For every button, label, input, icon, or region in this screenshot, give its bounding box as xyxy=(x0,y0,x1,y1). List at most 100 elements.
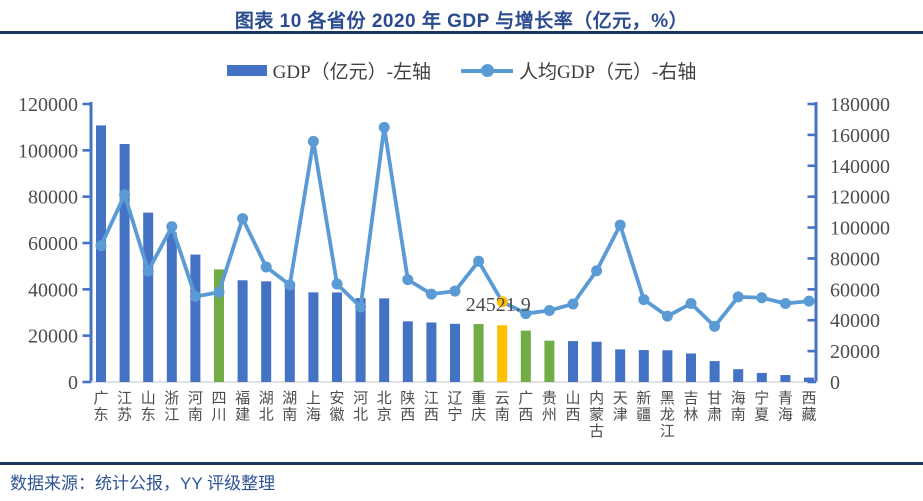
legend-item-gdp: GDP（亿元）-左轴 xyxy=(226,57,431,84)
left-axis-tick-label: 80000 xyxy=(28,187,78,209)
x-axis-label-西藏: 西藏 xyxy=(801,391,816,424)
gdp-bar-山西 xyxy=(568,341,578,382)
x-axis-label-江西: 江西 xyxy=(424,390,439,424)
x-axis-label-重庆: 重庆 xyxy=(471,390,486,424)
left-axis-tick-label: 60000 xyxy=(28,233,78,255)
gdp-bar-浙江 xyxy=(166,232,177,382)
gdp-bar-贵州 xyxy=(544,340,555,382)
line-marker-天津 xyxy=(614,219,626,231)
line-marker-广东 xyxy=(95,240,107,252)
x-axis-label-云南: 云南 xyxy=(495,391,510,424)
x-axis-label-安徽: 安徽 xyxy=(329,390,344,424)
gdp-bar-吉林 xyxy=(686,353,696,382)
x-axis-label-山西: 山西 xyxy=(565,390,580,424)
x-axis-label-浙江: 浙江 xyxy=(164,390,179,424)
x-axis-label-新疆: 新疆 xyxy=(636,390,651,424)
chart-legend: GDP（亿元）-左轴 人均GDP（元）-右轴 xyxy=(0,57,923,84)
line-marker-四川 xyxy=(213,286,225,298)
left-axis-tick-label: 20000 xyxy=(28,326,78,348)
line-marker-安徽 xyxy=(331,278,343,290)
right-axis-tick-label: 0 xyxy=(830,372,840,394)
gdp-bar-江西 xyxy=(426,322,437,382)
gdp-bar-新疆 xyxy=(638,350,649,382)
gdp-bar-湖南 xyxy=(284,285,295,382)
gdp-bar-湖北 xyxy=(261,281,272,382)
line-marker-河南 xyxy=(189,291,201,303)
x-axis-label-福建: 福建 xyxy=(235,390,250,424)
right-axis-tick-label: 180000 xyxy=(830,94,890,116)
line-marker-湖北 xyxy=(260,261,272,273)
gdp-bar-重庆 xyxy=(473,324,484,382)
line-marker-上海 xyxy=(307,135,319,147)
line-marker-宁夏 xyxy=(756,292,768,304)
gdp-bar-江苏 xyxy=(119,144,130,382)
line-marker-山东 xyxy=(142,265,154,277)
x-axis-label-贵州: 贵州 xyxy=(542,390,557,424)
x-axis-label-广西: 广西 xyxy=(518,390,533,424)
line-marker-山西 xyxy=(567,298,579,310)
x-axis-label-青海: 青海 xyxy=(778,390,793,424)
figure-title: 图表 10 各省份 2020 年 GDP 与增长率（亿元，%） xyxy=(234,11,689,32)
gdp-bar-安徽 xyxy=(332,292,342,382)
x-axis-label-四川: 四川 xyxy=(211,391,226,424)
gdp-bar-陕西 xyxy=(402,321,413,382)
right-axis-tick-label: 140000 xyxy=(830,156,890,178)
x-axis-label-甘肃: 甘肃 xyxy=(707,390,722,424)
line-marker-贵州 xyxy=(543,305,555,317)
x-axis-label-江苏: 江苏 xyxy=(117,390,132,424)
line-swatch-icon xyxy=(461,64,513,77)
legend-label-gdp: GDP（亿元）-左轴 xyxy=(272,62,431,83)
x-axis-label-湖南: 湖南 xyxy=(282,390,297,424)
line-marker-云南 xyxy=(496,296,508,308)
line-marker-新疆 xyxy=(638,294,650,306)
line-marker-北京 xyxy=(378,121,390,133)
line-marker-福建 xyxy=(237,213,249,225)
x-axis-label-辽宁: 辽宁 xyxy=(447,390,462,424)
line-marker-内蒙古 xyxy=(591,265,603,277)
right-axis-tick-label: 40000 xyxy=(830,310,880,332)
legend-item-per-capita: 人均GDP（元）-右轴 xyxy=(461,57,696,84)
x-axis-label-河北: 河北 xyxy=(353,390,368,424)
gdp-bar-天津 xyxy=(615,349,626,382)
line-marker-陕西 xyxy=(402,274,414,286)
gdp-bar-广西 xyxy=(520,330,531,382)
line-marker-青海 xyxy=(779,298,791,310)
line-marker-甘肃 xyxy=(709,320,721,332)
gdp-bar-云南 xyxy=(497,325,508,382)
gdp-bar-河北 xyxy=(355,298,366,382)
x-axis-label-湖北: 湖北 xyxy=(259,390,274,424)
line-marker-河北 xyxy=(355,301,367,313)
left-axis-tick-label: 0 xyxy=(68,372,78,394)
left-axis-tick-label: 100000 xyxy=(18,140,78,162)
x-axis-label-宁夏: 宁夏 xyxy=(754,390,769,424)
x-axis-label-北京: 北京 xyxy=(377,390,392,424)
bar-swatch-icon xyxy=(226,65,267,76)
title-divider xyxy=(0,31,923,34)
line-marker-湖南 xyxy=(284,279,296,291)
gdp-bar-青海 xyxy=(780,375,791,382)
gdp-bar-广东 xyxy=(96,125,106,382)
gdp-bar-甘肃 xyxy=(709,361,720,382)
gdp-bar-西藏 xyxy=(804,377,814,382)
line-marker-浙江 xyxy=(166,221,178,233)
left-axis-tick-label: 40000 xyxy=(28,279,78,301)
gdp-bar-黑龙江 xyxy=(662,350,673,382)
x-axis-label-黑龙江: 黑龙江 xyxy=(660,391,675,440)
line-marker-西藏 xyxy=(803,295,815,307)
right-axis-tick-label: 160000 xyxy=(830,125,890,147)
x-axis-label-海南: 海南 xyxy=(731,390,746,424)
legend-label-per-capita: 人均GDP（元）-右轴 xyxy=(519,62,697,83)
gdp-bar-内蒙古 xyxy=(591,341,602,382)
gdp-bar-山东 xyxy=(143,212,154,382)
gdp-bar-北京 xyxy=(379,298,390,382)
gdp-bar-福建 xyxy=(237,280,248,382)
x-axis-label-陕西: 陕西 xyxy=(400,390,415,424)
gdp-bar-辽宁 xyxy=(450,323,460,382)
source-text: 数据来源：统计公报，YY 评级整理 xyxy=(10,474,276,493)
gdp-bar-河南 xyxy=(190,254,201,382)
x-axis-label-吉林: 吉林 xyxy=(683,390,698,424)
line-marker-江西 xyxy=(425,288,437,300)
gdp-bar-海南 xyxy=(733,369,744,382)
x-axis-label-山东: 山东 xyxy=(141,390,156,424)
